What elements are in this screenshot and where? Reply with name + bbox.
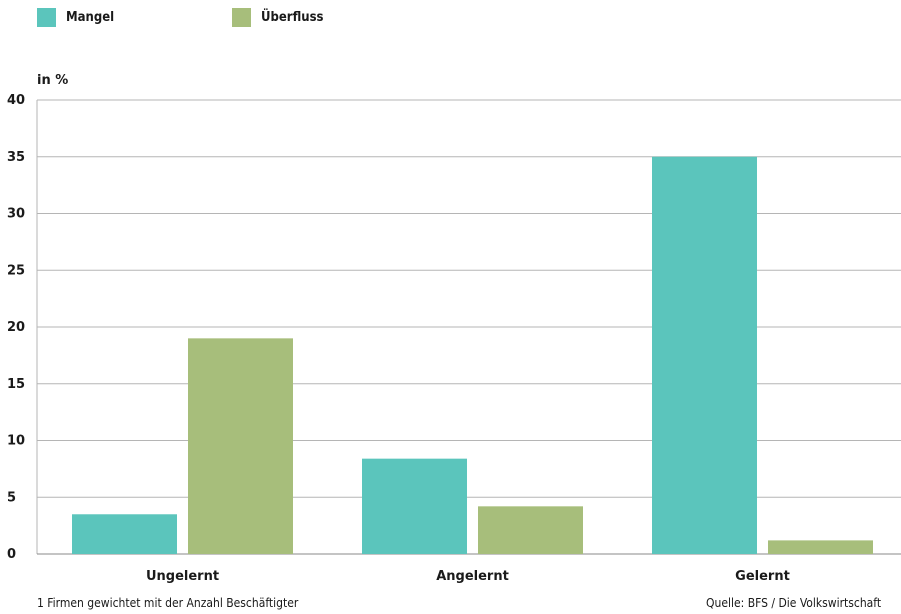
- y-tick-label: 30: [7, 207, 25, 222]
- x-tick-labels: Ungelernt Angelernt Gelernt: [146, 569, 790, 584]
- bar-mangel-angelernt: [362, 458, 467, 554]
- x-tick-label: Angelernt: [436, 569, 509, 584]
- x-tick-label: Ungelernt: [146, 569, 219, 584]
- source: Quelle: BFS / Die Volkswirtschaft: [706, 596, 882, 610]
- y-tick-label: 35: [7, 150, 25, 165]
- legend-swatch-mangel: [37, 8, 56, 27]
- legend-item-ueberfluss: Überfluss: [232, 8, 427, 27]
- bar-mangel-ungelernt: [72, 514, 177, 554]
- legend: Mangel Überfluss: [37, 8, 427, 27]
- x-tick-label: Gelernt: [735, 569, 790, 584]
- bar-ueberfluss-gelernt: [768, 540, 873, 554]
- legend-item-mangel: Mangel: [37, 8, 232, 27]
- footnote: 1 Firmen gewichtet mit der Anzahl Beschä…: [37, 596, 299, 610]
- y-tick-label: 5: [7, 490, 16, 505]
- y-tick-label: 15: [7, 377, 25, 392]
- legend-label-ueberfluss: Überfluss: [261, 10, 324, 25]
- y-tick-label: 40: [7, 93, 25, 108]
- bar-mangel-gelernt: [652, 156, 757, 554]
- y-tick-label: 0: [7, 547, 16, 562]
- y-tick-label: 25: [7, 263, 25, 278]
- bars: [72, 156, 873, 554]
- legend-label-mangel: Mangel: [66, 10, 115, 25]
- legend-swatch-ueberfluss: [232, 8, 251, 27]
- bar-ueberfluss-angelernt: [478, 506, 583, 554]
- bar-ueberfluss-ungelernt: [188, 338, 293, 554]
- y-tick-label: 10: [7, 434, 25, 449]
- y-axis-label: in %: [37, 73, 68, 88]
- y-tick-label: 20: [7, 320, 25, 335]
